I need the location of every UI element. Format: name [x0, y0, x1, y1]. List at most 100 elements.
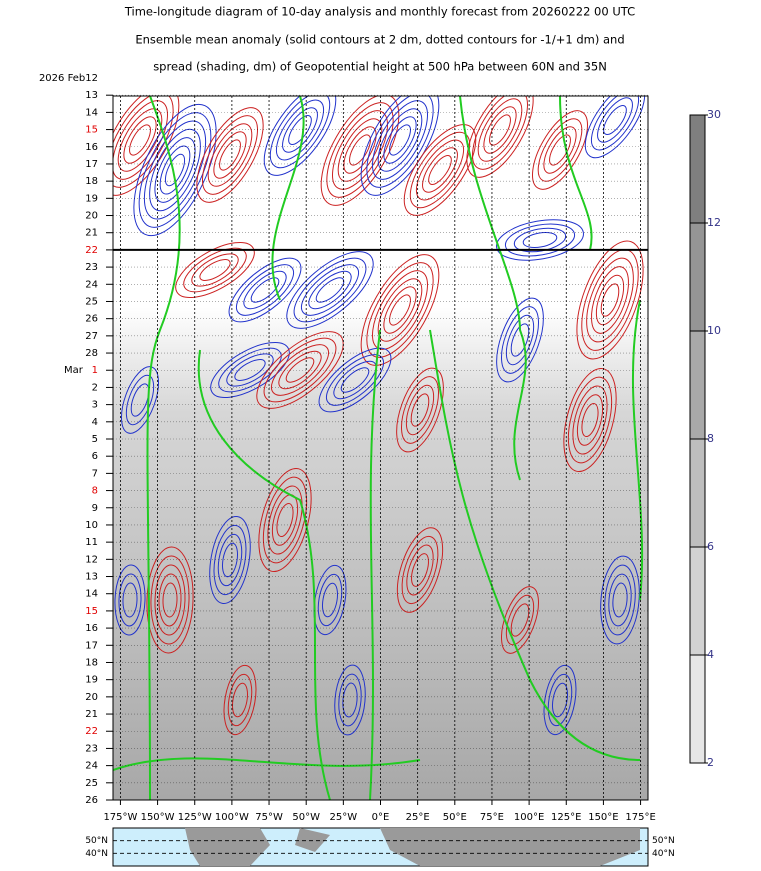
- contour-line: [191, 253, 239, 287]
- y-tick-label: 13: [85, 90, 98, 101]
- contour-line: [276, 502, 294, 538]
- y-tick-label: 14: [85, 589, 98, 600]
- contour-line: [209, 516, 251, 604]
- contour-line: [333, 360, 377, 400]
- contour-line: [586, 257, 634, 343]
- x-tick-label: 125°W: [178, 812, 212, 823]
- contour-line: [159, 145, 191, 195]
- contour-line: [411, 553, 429, 587]
- zero-contour: [459, 96, 527, 481]
- y-tick-label: 1: [92, 365, 98, 376]
- contour-line: [372, 100, 428, 180]
- contour-line: [158, 573, 182, 627]
- colorbar-label: 10: [707, 324, 721, 337]
- y-tick-label: 15: [85, 606, 98, 617]
- contour-line: [428, 155, 452, 185]
- colorbar-label: 8: [707, 432, 714, 445]
- contour-line: [122, 582, 138, 618]
- contour-line: [489, 114, 511, 146]
- contour-line: [510, 603, 530, 637]
- contour-line: [405, 384, 435, 436]
- contour-line: [510, 323, 530, 357]
- contour-line: [591, 266, 629, 334]
- contour-line: [338, 673, 362, 727]
- contour-line: [532, 110, 588, 190]
- x-tick-label: 75°W: [255, 812, 283, 823]
- contour-line: [406, 544, 434, 596]
- contour-line: [228, 257, 302, 323]
- contour-line: [505, 594, 535, 646]
- y-tick-label: 6: [92, 451, 98, 462]
- y-tick-label: 21: [85, 228, 98, 239]
- contour-line: [236, 264, 294, 316]
- y-tick-label: 19: [85, 193, 98, 204]
- colorbar-label: 12: [707, 216, 721, 229]
- contour-line: [196, 107, 264, 203]
- contour-line: [567, 376, 613, 464]
- contour-line: [267, 485, 303, 555]
- contour-line: [243, 270, 287, 310]
- x-tick-label: 175°W: [103, 812, 137, 823]
- land: [185, 828, 640, 866]
- contour-line: [282, 107, 318, 153]
- contour-line: [113, 100, 168, 180]
- contour-line: [612, 582, 628, 618]
- contour-line: [403, 124, 477, 216]
- chart-subtitle: Ensemble mean anomaly (solid contours at…: [135, 33, 624, 47]
- contour-line: [504, 223, 576, 257]
- y-tick-label: 23: [85, 262, 98, 273]
- zero-contour: [271, 96, 305, 301]
- colorbar-label: 6: [707, 540, 714, 553]
- latitude-label: 50°N: [652, 836, 675, 846]
- y-tick-label: 3: [92, 400, 98, 411]
- zero-contour: [113, 757, 421, 771]
- contour-line: [501, 306, 539, 374]
- contour-line: [130, 383, 150, 417]
- contour-line: [138, 112, 212, 228]
- contour-line: [466, 96, 534, 178]
- y-tick-label: 8: [92, 486, 98, 497]
- colorbar-bin: [690, 655, 705, 763]
- contour-line: [522, 232, 558, 248]
- y-tick-label: 15: [85, 125, 98, 136]
- contour-line: [183, 247, 247, 293]
- contour-line: [308, 270, 352, 310]
- contour-line: [600, 555, 640, 645]
- y-tick-label: 24: [85, 279, 98, 290]
- y-tick-label: 11: [85, 537, 98, 548]
- x-tick-label: 50°E: [443, 812, 467, 823]
- zero-contour: [197, 349, 331, 800]
- y-tick-label: 21: [85, 709, 98, 720]
- latitude-label: 40°N: [652, 849, 675, 859]
- y-tick-label: 22: [85, 245, 98, 256]
- zero-contour: [559, 96, 593, 251]
- contour-line: [318, 347, 392, 413]
- y-tick-label: 12: [85, 554, 98, 565]
- y-tick-label: 14: [85, 107, 98, 118]
- contour-line: [118, 573, 142, 627]
- contour-line: [505, 314, 535, 366]
- colorbar-label: 2: [707, 756, 714, 769]
- contour-line: [340, 367, 370, 393]
- contour-line: [552, 682, 568, 718]
- y-tick-label: 25: [85, 778, 98, 789]
- contour-line: [250, 277, 280, 303]
- contour-line: [286, 251, 374, 329]
- contour-line: [223, 664, 257, 736]
- contour-line: [263, 337, 337, 403]
- contour-line: [389, 294, 411, 326]
- y-tick-label: 17: [85, 640, 98, 651]
- contour-line: [366, 262, 434, 358]
- colorbar-bin: [690, 439, 705, 547]
- contour-line: [383, 116, 417, 164]
- colorbar-bin: [690, 223, 705, 331]
- contour-line: [477, 98, 523, 162]
- x-tick-label: 25°E: [406, 812, 430, 823]
- contour-line: [213, 131, 247, 179]
- y-tick-label: 26: [85, 795, 98, 806]
- contour-line: [285, 357, 315, 383]
- contour-line: [175, 242, 255, 298]
- colorbar-label: 4: [707, 648, 714, 661]
- contour-line: [150, 555, 190, 645]
